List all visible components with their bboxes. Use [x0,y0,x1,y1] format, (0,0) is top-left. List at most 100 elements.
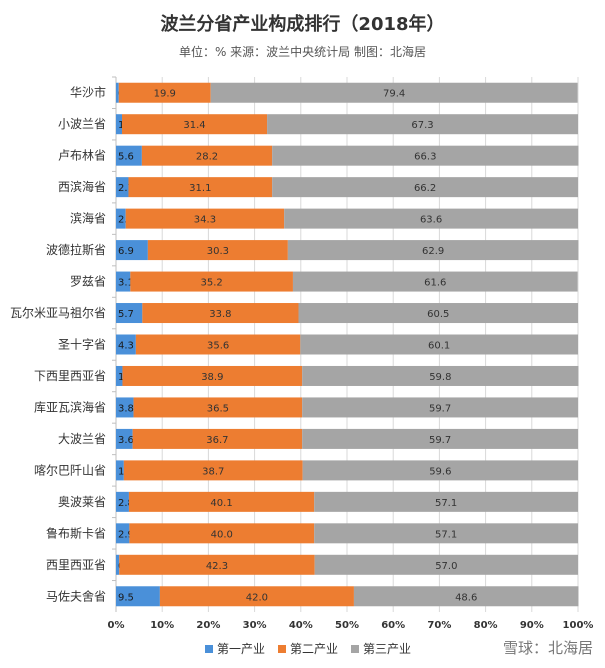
data-label: 33.8 [209,309,231,320]
category-label: 大波兰省 [58,432,106,446]
bar-segment [147,240,288,261]
bar-segment [116,334,136,355]
category-label: 瓦尔米亚马祖尔省 [10,305,106,320]
category-label: 库亚瓦滨海省 [34,399,106,414]
data-label: 5.7 [118,309,134,320]
bar-segment [298,303,578,324]
bar-segment [122,114,268,135]
data-label: 60.1 [428,341,450,352]
category-label: 西里西亚省 [46,558,106,572]
data-label: 66.2 [414,183,436,194]
data-label: 57.0 [435,561,457,572]
data-label: 3.1 [118,278,134,289]
category-label: 奥波莱省 [58,495,106,509]
bar-segment [129,523,315,544]
bar-segment [300,334,578,355]
data-label: 38.7 [202,466,224,477]
x-tick-label: 70% [427,620,451,631]
data-label: 38.9 [201,372,223,383]
category-label: 西滨海省 [58,179,106,194]
data-label: 61.6 [424,278,446,289]
watermark: 雪球：北海居 [502,639,593,657]
data-label: 59.8 [429,372,451,383]
data-label: 36.7 [206,435,228,446]
x-tick-label: 10% [150,620,174,631]
x-tick-label: 40% [289,620,313,631]
bar-segment [314,491,578,512]
x-tick-label: 30% [243,620,267,631]
bar-segment [116,82,119,103]
category-label: 小波兰省 [58,117,106,131]
data-label: 34.3 [194,215,216,226]
data-label: 3.6 [118,435,134,446]
bar-segment [141,145,273,166]
bar-segment [314,523,578,544]
data-label: 79.4 [383,89,405,100]
bar-segment [116,271,131,292]
bar-segment [159,586,354,607]
data-label: 42.0 [246,592,268,603]
bar-segment [118,82,211,103]
bar-segment [353,586,579,607]
data-label: 40.1 [210,498,232,509]
legend-item-secondary: 第二产业 [278,640,338,657]
bar-segment [287,240,579,261]
data-label: 60.5 [427,309,449,320]
bar-segment [116,114,123,135]
category-label: 喀尔巴阡山省 [34,462,106,477]
bar-segment [116,365,123,386]
bar-segment [272,177,578,198]
bar-segment [116,240,148,261]
bar-segment [302,460,578,481]
bar-segment [133,397,303,418]
bar-segment [116,523,130,544]
bar-segment [135,334,301,355]
bar-segment [116,586,160,607]
bar-segment [122,365,303,386]
data-label: 30.3 [207,246,229,257]
data-label: 48.6 [455,592,477,603]
data-label: 42.3 [206,561,228,572]
data-label: 66.3 [414,152,436,163]
legend-label-primary: 第一产业 [217,642,266,656]
data-label: 35.6 [207,341,229,352]
bar-segment [128,177,273,198]
bar-segment [116,177,129,198]
data-label: 2.9 [118,529,134,540]
data-label: 28.2 [196,152,218,163]
data-label: 59.6 [429,466,451,477]
bar-segment [116,491,129,512]
bar-segment [125,208,285,229]
category-label: 罗兹省 [70,275,106,289]
data-label: 19.9 [154,89,176,100]
data-label: 57.1 [435,498,457,509]
category-label: 华沙市 [70,85,106,100]
bar-segment [314,554,578,575]
chart-subtitle: 单位：% 来源：波兰中央统计局 制图：北海居 [178,45,427,59]
bar-segment [302,365,579,386]
legend-label-secondary: 第二产业 [290,642,339,656]
category-label: 波德拉斯省 [46,242,106,257]
category-label: 鲁布斯卡省 [46,526,106,540]
data-label: 9.5 [118,592,134,603]
data-label: 2.8 [118,498,134,509]
bar-segment [116,460,124,481]
bar-segment [267,114,578,135]
bar-segment [284,208,578,229]
bar-segment [292,271,578,292]
legend-swatch-tertiary [351,645,359,653]
legend-item-primary: 第一产业 [205,640,265,657]
bar-segment [116,303,143,324]
data-label: 31.4 [183,120,205,131]
x-tick-label: 80% [474,620,498,631]
data-label: 59.7 [429,403,451,414]
data-label: 40.0 [211,529,233,540]
data-label: 3.8 [118,403,134,414]
data-label: 62.9 [422,246,444,257]
bar-segment [116,428,133,449]
bar-segment [119,554,315,575]
chart-title: 波兰分省产业构成排行（2018年） [160,14,445,35]
bar-segment [116,145,142,166]
bar-segment [116,208,126,229]
